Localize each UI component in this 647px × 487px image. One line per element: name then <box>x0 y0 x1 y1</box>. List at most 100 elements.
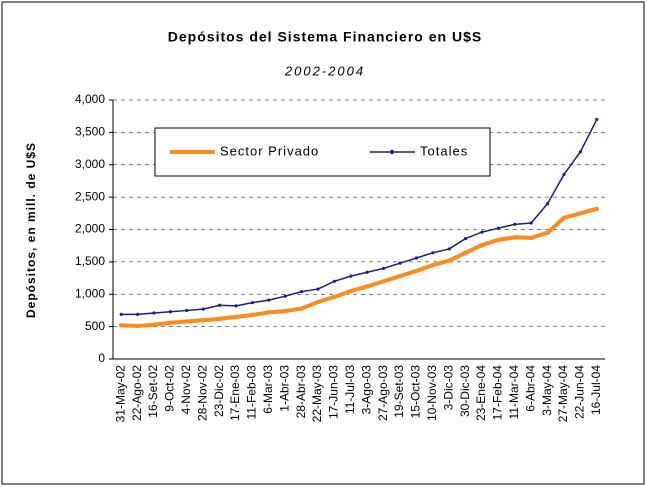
point <box>529 235 534 241</box>
point <box>119 323 124 328</box>
point <box>545 230 550 235</box>
point <box>561 215 567 221</box>
y-tick-label: 4,000 <box>75 92 105 106</box>
x-tick-label: 3-Dic-03 <box>441 365 455 411</box>
x-tick-label: 23-Dic-02 <box>212 365 226 417</box>
y-tick-label: 2,500 <box>75 189 105 203</box>
x-tick-label: 30-Dic-03 <box>458 365 472 417</box>
x-tick-label: 27-May-04 <box>556 365 570 423</box>
point <box>315 299 321 305</box>
x-tick-label: 22-May-03 <box>310 365 324 423</box>
x-tick-label: 22-Ago-02 <box>130 365 144 421</box>
point <box>168 310 172 314</box>
x-tick-label: 11-Feb-03 <box>245 365 259 420</box>
point <box>168 320 173 325</box>
point <box>135 323 140 329</box>
point <box>266 310 271 315</box>
legend-marker <box>189 149 195 155</box>
point <box>136 312 140 316</box>
x-tick-label: 23-Ene-04 <box>474 365 488 421</box>
point <box>348 288 353 294</box>
point <box>414 256 418 260</box>
point <box>578 211 583 216</box>
point <box>185 308 189 313</box>
point <box>529 221 533 225</box>
x-tick-label: 4-Nov-02 <box>179 365 193 415</box>
x-tick-label: 28-Abr-03 <box>294 365 308 419</box>
legend-label: Sector Privado <box>220 143 319 158</box>
x-tick-label: 19-Set-03 <box>392 365 406 418</box>
point <box>496 226 500 230</box>
point <box>201 307 205 311</box>
point <box>562 172 566 177</box>
point <box>414 268 419 274</box>
x-tick-label: 27-Ago-03 <box>376 365 390 421</box>
point <box>365 284 370 289</box>
point <box>480 230 484 234</box>
y-tick-label: 3,500 <box>75 125 105 139</box>
point <box>283 294 287 298</box>
x-tick-label: 15-Oct-03 <box>409 365 423 419</box>
point <box>217 316 222 322</box>
chart-title: Depósitos del Sistema Financiero en U$S <box>168 29 482 45</box>
point <box>512 235 517 240</box>
x-tick-label: 28-Nov-02 <box>195 365 209 421</box>
x-tick-label: 17-Jun-03 <box>327 365 341 419</box>
point <box>201 317 206 323</box>
point <box>151 322 157 327</box>
x-tick-label: 22-Jun-04 <box>573 365 587 419</box>
x-tick-label: 6-Abr-04 <box>523 365 537 412</box>
x-tick-label: 17-Feb-04 <box>491 365 505 421</box>
point <box>398 261 402 265</box>
point <box>447 258 452 263</box>
point <box>513 222 517 226</box>
y-tick-label: 2,000 <box>75 222 105 236</box>
x-tick-label: 16-Jul-04 <box>589 365 603 415</box>
x-tick-label: 3-Ago-03 <box>359 365 373 415</box>
point <box>152 311 156 315</box>
y-axis-label: Depósitos, en mill. de U$S <box>24 142 38 318</box>
point <box>496 237 501 243</box>
point <box>365 270 369 274</box>
x-tick-label: 10-Nov-03 <box>425 365 439 421</box>
point <box>316 287 320 291</box>
point <box>300 290 304 294</box>
point <box>119 312 123 316</box>
x-tick-label: 11-Mar-04 <box>507 365 521 420</box>
legend-marker <box>389 149 395 155</box>
point <box>233 314 239 320</box>
point <box>463 250 468 256</box>
point <box>595 117 599 122</box>
point <box>332 294 337 300</box>
point <box>594 206 599 211</box>
series-line <box>121 206 598 328</box>
point <box>250 301 254 305</box>
point <box>382 266 386 270</box>
point <box>381 279 386 284</box>
point <box>299 306 304 311</box>
point <box>234 304 238 308</box>
y-tick-label: 3,000 <box>75 157 105 171</box>
point <box>218 303 222 307</box>
point <box>267 298 271 302</box>
x-tick-label: 3-May-04 <box>540 365 554 416</box>
point <box>447 247 451 251</box>
point <box>431 251 435 255</box>
point <box>546 202 550 206</box>
x-tick-label: 6-Mar-03 <box>261 365 275 414</box>
y-tick-label: 1,000 <box>75 286 105 300</box>
point <box>283 308 288 314</box>
x-tick-label: 17-Ene-03 <box>228 365 242 421</box>
point <box>479 242 485 248</box>
y-tick-label: 1,500 <box>75 254 105 268</box>
point <box>464 236 468 241</box>
x-tick-label: 1-Abr-03 <box>277 365 291 412</box>
point <box>332 279 336 283</box>
y-tick-label: 0 <box>98 351 105 365</box>
point <box>397 273 403 279</box>
point <box>430 262 435 268</box>
x-tick-label: 11-Jul-03 <box>343 365 357 414</box>
legend-label: Totales <box>420 143 468 158</box>
chart-subtitle: 2002-2004 <box>284 63 365 78</box>
